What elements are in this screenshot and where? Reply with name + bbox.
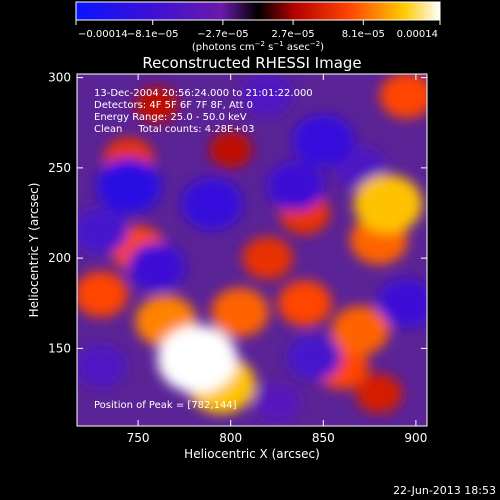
heat-coldspot xyxy=(127,242,186,292)
colorbar-tick-label: 0.00014 xyxy=(397,29,438,40)
annotation-time-range: 13-Dec-2004 20:56:24.000 to 21:01:22.000 xyxy=(94,88,313,99)
colorbar-units: (photons cm−2 s−1 asec−2) xyxy=(192,40,324,53)
colorbar-tick-label: −0.00014 xyxy=(78,29,128,40)
heat-hotspot xyxy=(157,325,238,394)
annotation-energy-range: Energy Range: 25.0 - 50.0 keV xyxy=(94,112,247,123)
colorbar-ticks: −0.00014 −8.1e−05 −2.7e−05 2.7e−05 8.1e−05 0.… xyxy=(75,20,441,40)
heat-hotspot xyxy=(135,86,179,123)
heat-hotspot xyxy=(379,74,427,119)
x-axis-label: Heliocentric X (arcsec) xyxy=(184,447,320,461)
heat-coldspot xyxy=(77,208,129,254)
annotation-total-counts: Clean Total counts: 4.28E+03 xyxy=(94,124,254,135)
x-tick-label: 800 xyxy=(219,431,242,445)
heat-hotspot xyxy=(331,305,390,355)
heat-coldspot xyxy=(292,114,355,167)
heat-hotspot xyxy=(353,174,423,234)
plot-frame xyxy=(76,73,428,427)
y-axis-label: Heliocentric Y (arcsec) xyxy=(27,183,41,318)
axes: 750 800 850 900 150 200 250 300 xyxy=(48,71,427,445)
y-tick-label: 150 xyxy=(48,341,71,355)
y-tick-label: 300 xyxy=(48,71,71,85)
heat-hotspot xyxy=(242,236,293,280)
heat-hotspot xyxy=(77,271,129,318)
footer-date: 22-Jun-2013 18:53 xyxy=(393,484,496,497)
chart-title: Reconstructed RHESSI Image xyxy=(142,54,361,72)
heat-hotspot xyxy=(277,280,332,327)
annotation-detectors: Detectors: 4F 5F 6F 7F 8F, Att 0 xyxy=(94,100,253,111)
x-tick-label: 850 xyxy=(312,431,335,445)
heat-coldspot xyxy=(242,74,293,118)
heatmap xyxy=(77,74,427,423)
x-tick-label: 750 xyxy=(127,431,150,445)
peak-position-label: Position of Peak = [782,144] xyxy=(94,400,237,411)
heat-coldspot xyxy=(377,278,427,328)
heat-coldspot xyxy=(77,345,127,388)
colorbar-tick-label: 2.7e−05 xyxy=(272,29,315,40)
colorbar xyxy=(75,1,441,21)
heat-hotspot xyxy=(209,131,253,169)
colorbar-tick-label: −8.1e−05 xyxy=(127,29,179,40)
y-tick-label: 200 xyxy=(48,251,71,265)
heat-hotspot xyxy=(355,373,403,414)
colorbar-tick-label: 8.1e−05 xyxy=(342,29,385,40)
colorbar-tick-label: −2.7e−05 xyxy=(197,29,249,40)
heat-coldspot xyxy=(181,177,243,231)
x-tick-label: 900 xyxy=(404,431,427,445)
heat-coldspot xyxy=(96,158,162,214)
heat-coldspot xyxy=(287,334,342,381)
heat-hotspot xyxy=(211,287,269,337)
heat-coldspot xyxy=(266,161,325,211)
heat-coldspot xyxy=(253,382,301,423)
y-tick-label: 250 xyxy=(48,161,71,175)
